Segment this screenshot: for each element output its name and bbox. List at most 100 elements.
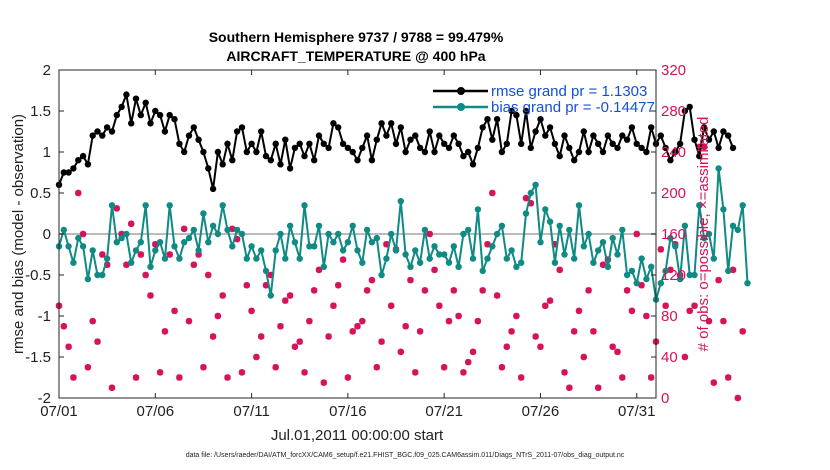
bias-point	[484, 255, 491, 262]
obs-assimilated-point	[421, 287, 429, 294]
bias-point	[614, 251, 621, 258]
rmse-point	[195, 136, 202, 143]
obs-assimilated-point	[623, 287, 631, 294]
obs-assimilated-point	[229, 225, 236, 233]
bias-point	[633, 280, 640, 287]
rmse-point	[392, 140, 400, 147]
obs-assimilated-point	[378, 338, 385, 345]
y-left-tick-label: 0.5	[30, 185, 51, 202]
rmse-point	[238, 124, 246, 131]
bias-point	[171, 243, 178, 250]
bias-point	[128, 259, 135, 266]
obs-assimilated-point	[681, 353, 689, 361]
rmse-point	[132, 95, 140, 102]
obs-assimilated-point	[238, 369, 246, 376]
rmse-point	[118, 103, 125, 111]
obs-assimilated-point	[647, 374, 655, 381]
x-tick-label: 07/01	[40, 403, 78, 420]
rmse-point	[330, 120, 337, 127]
bias-point	[426, 255, 433, 262]
bias-point	[286, 222, 294, 229]
obs-assimilated-point	[335, 282, 342, 289]
rmse-point	[248, 140, 255, 147]
bias-point	[479, 267, 486, 275]
bias-point	[123, 230, 130, 238]
bias-point	[267, 292, 274, 299]
obs-assimilated-point	[224, 374, 231, 381]
obs-assimilated-point	[128, 220, 135, 227]
obs-assimilated-point	[614, 348, 621, 356]
bias-point	[710, 255, 717, 262]
obs-assimilated-point	[75, 189, 82, 197]
obs-assimilated-point	[522, 194, 530, 202]
obs-assimilated-point	[628, 307, 636, 315]
obs-assimilated-point	[253, 353, 260, 361]
obs-assimilated-point	[123, 261, 130, 268]
bias-point	[445, 259, 453, 266]
obs-assimilated-point	[103, 261, 111, 268]
bias-point	[493, 230, 501, 238]
bias-point	[378, 271, 385, 279]
bias-point	[537, 239, 544, 246]
obs-assimilated-point	[638, 282, 645, 289]
bias-point	[79, 243, 87, 250]
obs-assimilated-point	[373, 364, 380, 371]
rmse-point	[272, 140, 279, 147]
obs-assimilated-point	[89, 317, 96, 325]
obs-assimilated-point	[272, 364, 279, 371]
rmse-point	[166, 111, 173, 119]
bias-point	[518, 259, 525, 266]
obs-assimilated-point	[363, 287, 371, 294]
bias-point	[296, 255, 303, 262]
bias-point	[339, 247, 347, 254]
obs-assimilated-point	[176, 374, 183, 381]
bias-point	[335, 230, 342, 238]
x-tick-label: 07/11	[233, 403, 269, 420]
y-left-tick-label: -2	[38, 390, 51, 407]
rmse-point	[354, 157, 361, 164]
rmse-point	[710, 128, 717, 135]
rmse-point	[209, 185, 217, 193]
bias-point	[248, 243, 255, 250]
obs-assimilated-point	[426, 230, 433, 238]
obs-assimilated-point	[315, 266, 323, 274]
bias-point	[205, 239, 212, 246]
data-file-footnote: data file: /Users/raeder/DAI/ATM_forcXX/…	[186, 452, 625, 459]
rmse-point	[412, 132, 419, 139]
bias-point	[349, 222, 356, 229]
bias-point	[643, 275, 650, 283]
obs-assimilated-point	[205, 271, 212, 279]
legend-rmse-label: rmse grand pr = 1.1303	[491, 83, 647, 100]
rmse-point	[315, 132, 323, 139]
obs-assimilated-point	[691, 302, 698, 309]
rmse-point	[436, 132, 443, 139]
obs-assimilated-point	[465, 358, 472, 366]
rmse-point	[566, 144, 573, 152]
rmse-point	[450, 132, 457, 139]
rmse-point	[368, 157, 376, 164]
bias-point	[195, 247, 202, 254]
rmse-point	[325, 144, 332, 152]
bias-point	[628, 267, 636, 275]
bias-point	[344, 239, 352, 246]
obs-assimilated-point	[580, 353, 587, 361]
obs-assimilated-point	[489, 189, 496, 197]
obs-assimilated-point	[696, 143, 703, 151]
bias-point	[176, 255, 183, 262]
y-right-tick-label: 160	[661, 226, 686, 243]
rmse-point	[590, 132, 597, 139]
rmse-point	[585, 148, 592, 156]
rmse-point	[643, 148, 650, 156]
bias-point	[166, 202, 173, 209]
obs-assimilated-point	[508, 328, 515, 335]
bias-point	[691, 271, 698, 279]
obs-assimilated-point	[445, 317, 453, 325]
obs-assimilated-point	[60, 323, 68, 330]
bias-point	[99, 271, 106, 279]
obs-assimilated-point	[94, 338, 101, 345]
rmse-point	[258, 128, 265, 135]
rmse-point	[200, 148, 207, 156]
bias-point	[137, 239, 144, 246]
bias-point	[729, 222, 737, 229]
rmse-point	[243, 148, 250, 156]
